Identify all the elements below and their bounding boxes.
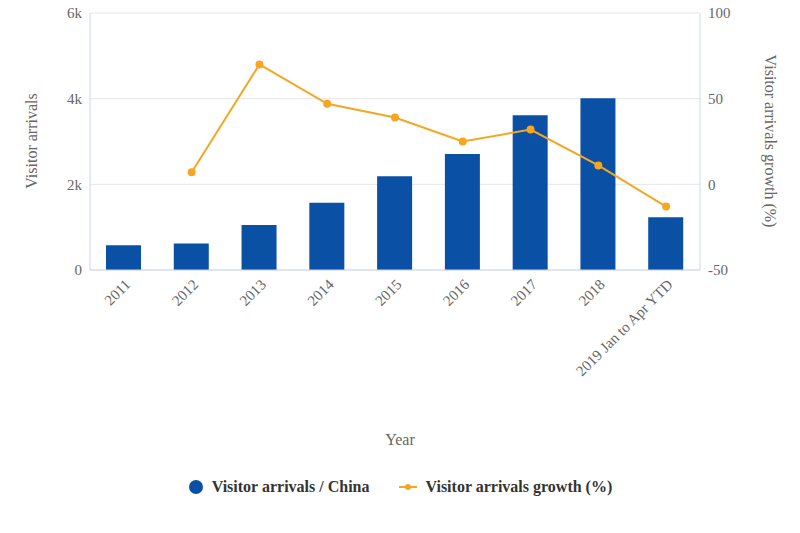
svg-text:100: 100 — [708, 5, 731, 21]
svg-text:2014: 2014 — [304, 276, 337, 309]
svg-text:2011: 2011 — [101, 276, 133, 308]
svg-text:50: 50 — [708, 91, 723, 107]
svg-text:2017: 2017 — [508, 276, 541, 309]
svg-text:0: 0 — [708, 177, 716, 193]
svg-text:4k: 4k — [67, 91, 83, 107]
html-text:Visitor arrivals growth (%): Visitor arrivals growth (%) — [425, 478, 613, 495]
html-text:Visitor arrivals: Visitor arrivals — [23, 93, 40, 189]
html-text:Visitor arrivals / China: Visitor arrivals / China — [211, 478, 370, 495]
svg-text:0: 0 — [75, 262, 83, 278]
html-text:Visitor arrivals growth (%): Visitor arrivals growth (%) — [762, 54, 779, 228]
svg-text:2015: 2015 — [372, 276, 405, 309]
svg-text:6k: 6k — [67, 5, 83, 21]
svg-text:2016: 2016 — [440, 276, 473, 309]
svg-text:-50: -50 — [708, 262, 728, 278]
html-text:Year: Year — [385, 431, 415, 448]
svg-text:2013: 2013 — [237, 276, 270, 309]
svg-text:2019 Jan to Apr YTD: 2019 Jan to Apr YTD — [573, 276, 676, 379]
svg-text:2012: 2012 — [169, 276, 202, 309]
svg-text:2018: 2018 — [575, 276, 608, 309]
svg-text:2k: 2k — [67, 177, 83, 193]
